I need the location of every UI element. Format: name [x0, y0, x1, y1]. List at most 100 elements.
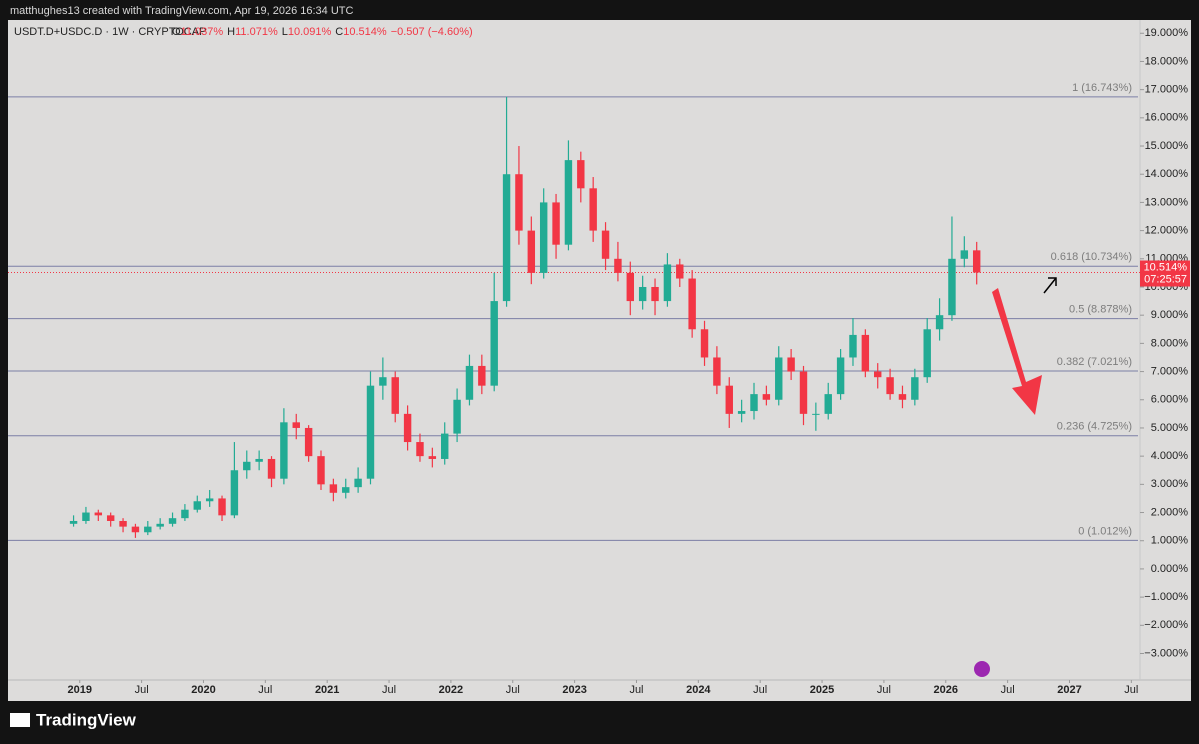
y-tick-label: 5.000%: [1151, 422, 1189, 434]
x-tick-label: Jul: [506, 684, 520, 696]
y-tick-label: 4.000%: [1151, 450, 1189, 462]
candle-body: [861, 334, 870, 372]
candle-body: [651, 286, 659, 302]
ohlc-key: O: [172, 26, 181, 38]
candle-body: [515, 174, 523, 231]
candle-body: [267, 458, 276, 479]
candle-body: [577, 160, 585, 189]
candle-body: [824, 394, 832, 414]
candle-body: [676, 264, 684, 279]
candle-body: [601, 230, 610, 259]
candle-body: [366, 385, 375, 479]
change: −0.507 (−4.60%): [391, 26, 473, 38]
candle-body: [280, 422, 288, 479]
y-tick-label: 19.000%: [1145, 27, 1189, 39]
candle-body: [144, 526, 152, 533]
y-tick-label: 15.000%: [1145, 140, 1189, 152]
candle-body: [304, 427, 313, 457]
candle-body: [453, 399, 461, 434]
credit: matthughes13 created with TradingView.co…: [10, 5, 354, 17]
candle-body: [688, 278, 696, 330]
candle-body: [750, 394, 758, 412]
candle-body: [354, 478, 362, 488]
candle-body: [713, 357, 721, 386]
candle-body: [94, 512, 103, 516]
x-tick-label: Jul: [877, 684, 891, 696]
candle-body: [849, 334, 857, 358]
down-arrow: [992, 288, 1042, 415]
candle-body: [552, 202, 560, 245]
candle-body: [317, 456, 325, 485]
brand: TradingView: [36, 710, 137, 729]
candle-body: [218, 498, 226, 516]
y-tick-label: 16.000%: [1145, 112, 1189, 124]
candle-body: [589, 188, 597, 231]
chart-panel: [8, 20, 1191, 701]
candle-body: [960, 250, 969, 259]
up-arrow: [1043, 277, 1057, 294]
candle-body: [799, 371, 808, 414]
ohlc-legend: O11.037% H11.071% L10.091% C10.514% −0.507 (…: [172, 26, 473, 38]
x-tick-label: 2027: [1057, 684, 1081, 696]
candle-body: [502, 174, 511, 302]
y-tick-label: 0.000%: [1151, 563, 1189, 575]
x-tick-label: Jul: [629, 684, 643, 696]
y-tick-label: 12.000%: [1145, 225, 1189, 237]
countdown: 07:25:57: [1144, 273, 1187, 285]
candle-body: [193, 501, 201, 510]
x-tick-label: 2019: [68, 684, 92, 696]
candle-body: [663, 264, 672, 302]
candle-body: [69, 520, 78, 524]
ohlc-key: H: [227, 26, 235, 38]
x-tick-label: Jul: [135, 684, 149, 696]
candle-body: [911, 377, 919, 400]
y-tick-label: 1.000%: [1151, 535, 1189, 547]
candle-body: [836, 357, 845, 395]
ohlc-key: C: [335, 26, 343, 38]
candle-body: [787, 357, 795, 372]
candle-body: [403, 413, 412, 443]
x-tick-label: Jul: [753, 684, 767, 696]
candle-body: [564, 160, 573, 245]
ohlc-value: 10.091%: [288, 26, 332, 38]
fib-label: 0 (1.012%): [1078, 525, 1132, 537]
x-tick-label: Jul: [382, 684, 396, 696]
x-tick-label: 2022: [439, 684, 463, 696]
candle-body: [106, 515, 115, 521]
up-arrow-head: [1048, 277, 1057, 286]
candle-body: [416, 442, 424, 457]
candle-body: [614, 258, 622, 273]
tv-logo: [10, 713, 30, 727]
candle-body: [700, 329, 709, 358]
y-tick-label: −1.000%: [1144, 591, 1188, 603]
x-tick-label: 2026: [934, 684, 958, 696]
y-tick-label: 2.000%: [1151, 506, 1189, 518]
y-tick-label: 9.000%: [1151, 309, 1189, 321]
x-tick-label: 2023: [562, 684, 586, 696]
candle-body: [131, 526, 140, 533]
y-tick-label: −2.000%: [1144, 619, 1188, 631]
candle-body: [886, 377, 894, 395]
y-tick-label: 3.000%: [1151, 478, 1189, 490]
x-tick-label: 2021: [315, 684, 339, 696]
candle-body: [292, 422, 300, 428]
x-tick-label: 2020: [191, 684, 215, 696]
news-icon[interactable]: [974, 661, 990, 677]
fib-label: 0.236 (4.725%): [1057, 421, 1132, 433]
candle-body: [638, 286, 647, 302]
candle-body: [626, 272, 635, 302]
candle-body: [762, 394, 771, 400]
y-tick-label: 14.000%: [1145, 168, 1189, 180]
candle-body: [812, 413, 820, 415]
candle-body: [342, 487, 350, 493]
candle-body: [243, 461, 251, 471]
y-tick-label: −3.000%: [1144, 647, 1188, 659]
x-tick-label: Jul: [1001, 684, 1015, 696]
fib-label: 0.5 (8.878%): [1069, 304, 1132, 316]
fib-label: 1 (16.743%): [1072, 82, 1132, 94]
ohlc-value: 10.514%: [343, 26, 387, 38]
x-tick-label: Jul: [258, 684, 272, 696]
candle-body: [379, 377, 387, 386]
fib-label: 0.618 (10.734%): [1051, 251, 1132, 263]
